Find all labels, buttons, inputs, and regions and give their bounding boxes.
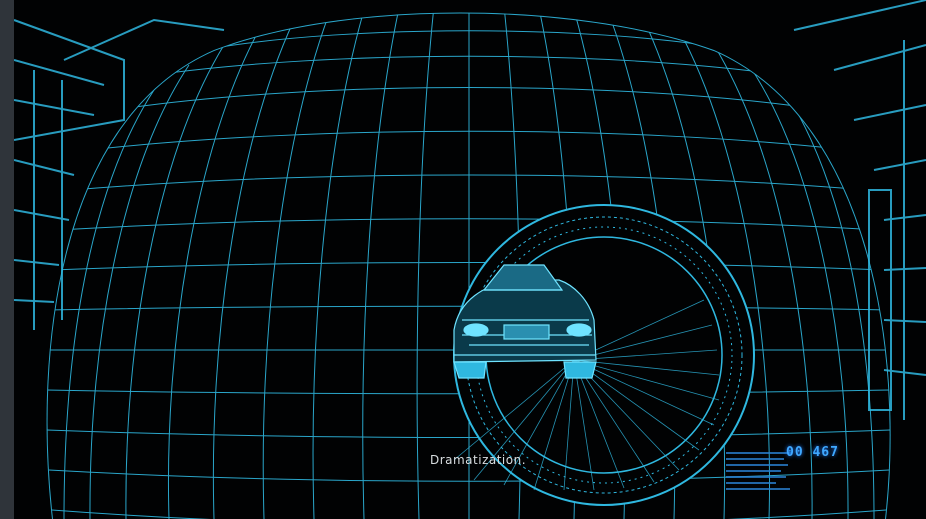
hud-counter: 00 467 bbox=[786, 445, 839, 460]
dome-grid bbox=[46, 12, 891, 519]
wireframe-scene bbox=[14, 0, 926, 519]
car-wireframe-icon bbox=[453, 264, 597, 379]
video-caption: Dramatization. bbox=[429, 453, 527, 467]
left-frame-strip bbox=[0, 0, 14, 519]
background-scaffolding bbox=[14, 0, 926, 420]
hud-data-block bbox=[726, 452, 791, 490]
video-player[interactable]: Dramatization. 00 467 bbox=[14, 0, 926, 519]
